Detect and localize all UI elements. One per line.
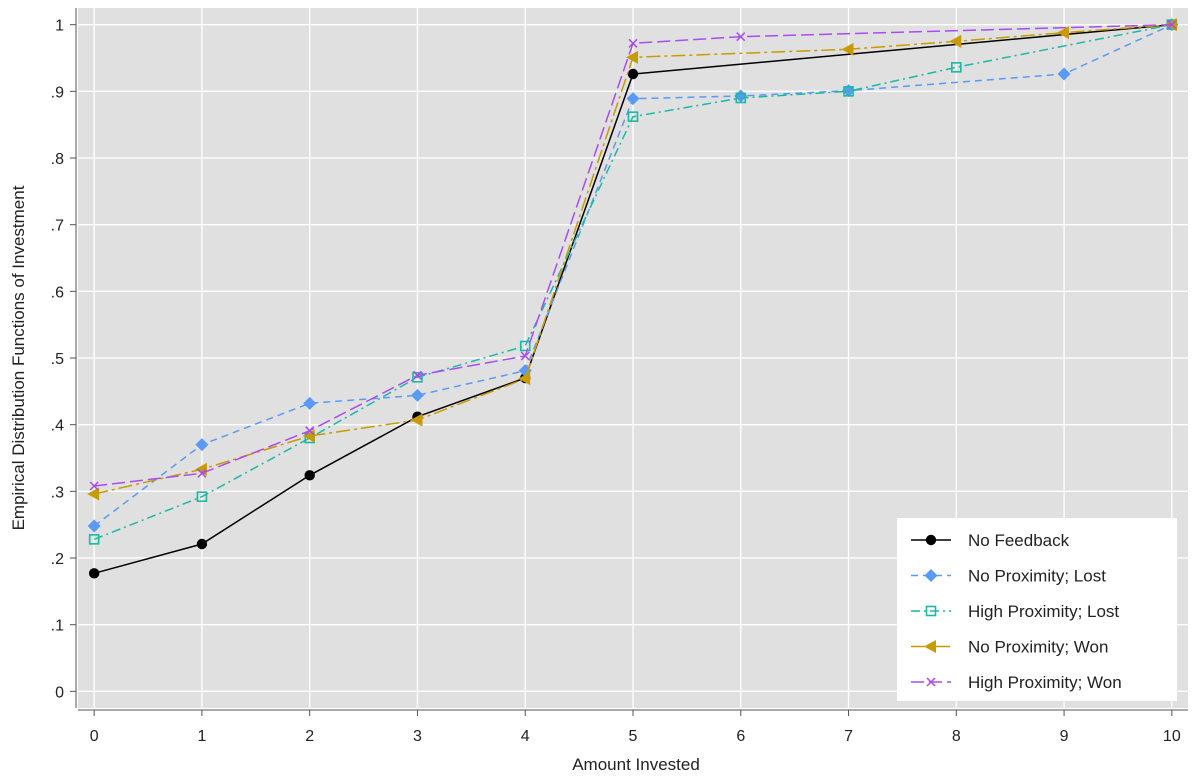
x-tick-label: 4 (521, 728, 530, 745)
legend-box (897, 518, 1177, 701)
data-point (1057, 26, 1070, 40)
y-tick-label: .7 (51, 218, 64, 235)
data-point (627, 111, 639, 122)
data-point (305, 426, 315, 436)
y-tick-label: .1 (51, 618, 64, 635)
x-axis-label: Amount Invested (572, 755, 700, 774)
y-tick-label: .8 (51, 151, 64, 168)
data-point (88, 568, 100, 579)
data-point (197, 468, 207, 478)
data-point (412, 370, 422, 380)
data-point (303, 396, 317, 410)
data-point (626, 50, 638, 64)
legend-label: No Proximity; Lost (968, 567, 1106, 586)
series-5 (89, 20, 1177, 491)
data-point (410, 388, 424, 402)
data-point (88, 534, 100, 545)
y-tick-label: .9 (51, 84, 64, 101)
y-tick-label: 1 (55, 18, 64, 35)
x-tick-label: 8 (952, 728, 961, 745)
x-tick-label: 6 (736, 728, 745, 745)
data-point (951, 62, 962, 73)
y-tick-label: .3 (51, 484, 64, 501)
data-point (926, 677, 936, 687)
y-tick-label: 0 (55, 684, 64, 701)
x-tick-label: 1 (197, 728, 206, 745)
x-tick-label: 0 (90, 728, 99, 745)
data-point (519, 340, 531, 352)
x-tick-label: 7 (844, 728, 853, 745)
data-point (412, 372, 423, 383)
data-point (841, 42, 854, 56)
x-tick-label: 2 (305, 728, 314, 745)
legend: No Feedback No Proximity; Lost High Proxim… (897, 518, 1177, 701)
y-tick-label: .5 (51, 351, 64, 368)
y-ticks: 0 .1 .2 .3 .4 .5 .6 .7 .8 .9 1 (51, 18, 76, 701)
data-point (1057, 67, 1071, 81)
legend-label: No Feedback (968, 531, 1070, 550)
data-point (925, 534, 937, 546)
y-axis-label: Empirical Distribution Functions of Inve… (9, 185, 28, 530)
x-tick-label: 10 (1163, 728, 1181, 745)
x-tick-label: 3 (413, 728, 422, 745)
legend-label: High Proximity; Won (968, 673, 1122, 692)
x-tick-label: 5 (629, 728, 638, 745)
data-point (87, 519, 101, 533)
x-tick-label: 9 (1060, 728, 1069, 745)
legend-label: High Proximity; Lost (968, 602, 1119, 621)
y-tick-label: .4 (51, 418, 64, 435)
y-tick-label: .2 (51, 551, 64, 568)
data-point (949, 34, 962, 48)
data-point (89, 481, 99, 491)
y-tick-label: .6 (51, 284, 64, 301)
data-point (627, 68, 639, 80)
data-point (626, 92, 640, 106)
data-point (736, 32, 746, 42)
data-point (1167, 20, 1177, 30)
data-point (196, 538, 208, 550)
series-group (87, 18, 1179, 579)
data-point (924, 569, 938, 582)
data-point (304, 470, 315, 481)
data-point (843, 86, 854, 97)
series-line (93, 24, 1173, 527)
series-line (93, 23, 1172, 540)
data-point (410, 413, 423, 427)
x-ticks: 0 1 2 3 4 5 6 7 8 9 10 (90, 710, 1181, 745)
data-point (628, 38, 638, 48)
data-point (735, 92, 747, 104)
data-point (518, 372, 531, 386)
data-point (195, 438, 209, 452)
data-point (196, 491, 208, 502)
data-point (925, 605, 937, 617)
data-point (924, 640, 936, 653)
legend-label: No Proximity; Won (968, 638, 1108, 657)
data-point (87, 487, 100, 501)
series-line (94, 23, 1172, 487)
data-point (520, 351, 530, 361)
